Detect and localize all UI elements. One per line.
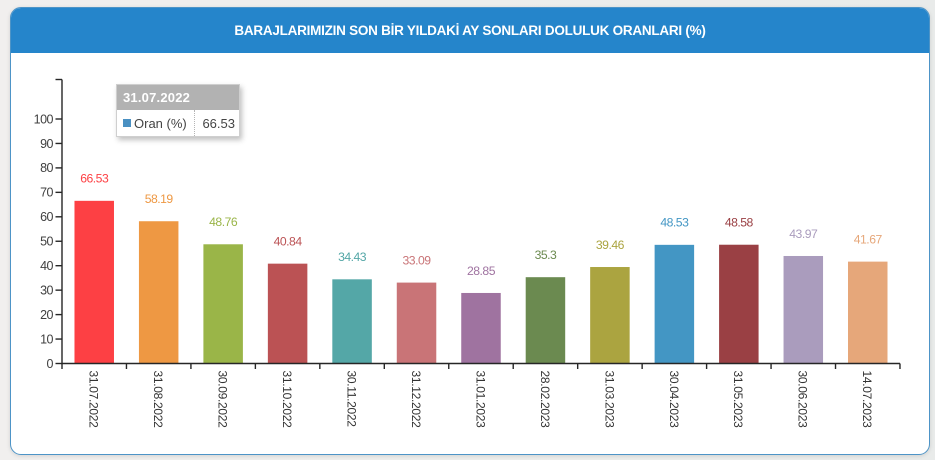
svg-text:14.07.2023: 14.07.2023 (860, 371, 874, 429)
svg-text:41.67: 41.67 (854, 232, 883, 246)
svg-text:66.53: 66.53 (80, 172, 109, 186)
svg-text:31.07.2022: 31.07.2022 (87, 371, 101, 429)
svg-text:31.03.2023: 31.03.2023 (602, 371, 616, 429)
svg-text:40.84: 40.84 (274, 234, 303, 248)
svg-text:30.09.2022: 30.09.2022 (216, 371, 230, 429)
svg-text:30.11.2022: 30.11.2022 (344, 371, 358, 428)
svg-text:30: 30 (40, 283, 53, 297)
svg-text:30.06.2023: 30.06.2023 (796, 371, 810, 429)
svg-text:48.53: 48.53 (660, 216, 689, 230)
svg-text:35.3: 35.3 (535, 248, 557, 262)
svg-text:70: 70 (40, 186, 53, 200)
svg-text:31.01.2023: 31.01.2023 (473, 371, 487, 429)
svg-text:48.76: 48.76 (209, 215, 238, 229)
svg-text:50: 50 (40, 235, 53, 249)
svg-text:48.58: 48.58 (725, 216, 754, 230)
svg-text:39.46: 39.46 (596, 238, 625, 252)
svg-text:10: 10 (40, 332, 53, 346)
svg-text:60: 60 (40, 210, 53, 224)
svg-text:34.43: 34.43 (338, 250, 367, 264)
svg-text:20: 20 (40, 308, 53, 322)
svg-text:33.09: 33.09 (403, 253, 432, 267)
svg-text:0: 0 (47, 357, 54, 371)
svg-text:58.19: 58.19 (145, 192, 174, 206)
svg-text:31.05.2023: 31.05.2023 (731, 371, 745, 429)
svg-text:80: 80 (40, 161, 53, 175)
svg-text:40: 40 (40, 259, 53, 273)
svg-text:31.12.2022: 31.12.2022 (409, 371, 423, 429)
svg-text:31.10.2022: 31.10.2022 (280, 371, 294, 429)
svg-text:28.02.2023: 28.02.2023 (538, 371, 552, 429)
svg-text:30.04.2023: 30.04.2023 (667, 371, 681, 429)
svg-text:31.08.2022: 31.08.2022 (151, 371, 165, 429)
svg-text:90: 90 (40, 137, 53, 151)
svg-text:43.97: 43.97 (789, 227, 818, 241)
svg-text:28.85: 28.85 (467, 264, 496, 278)
svg-text:100: 100 (34, 112, 54, 126)
